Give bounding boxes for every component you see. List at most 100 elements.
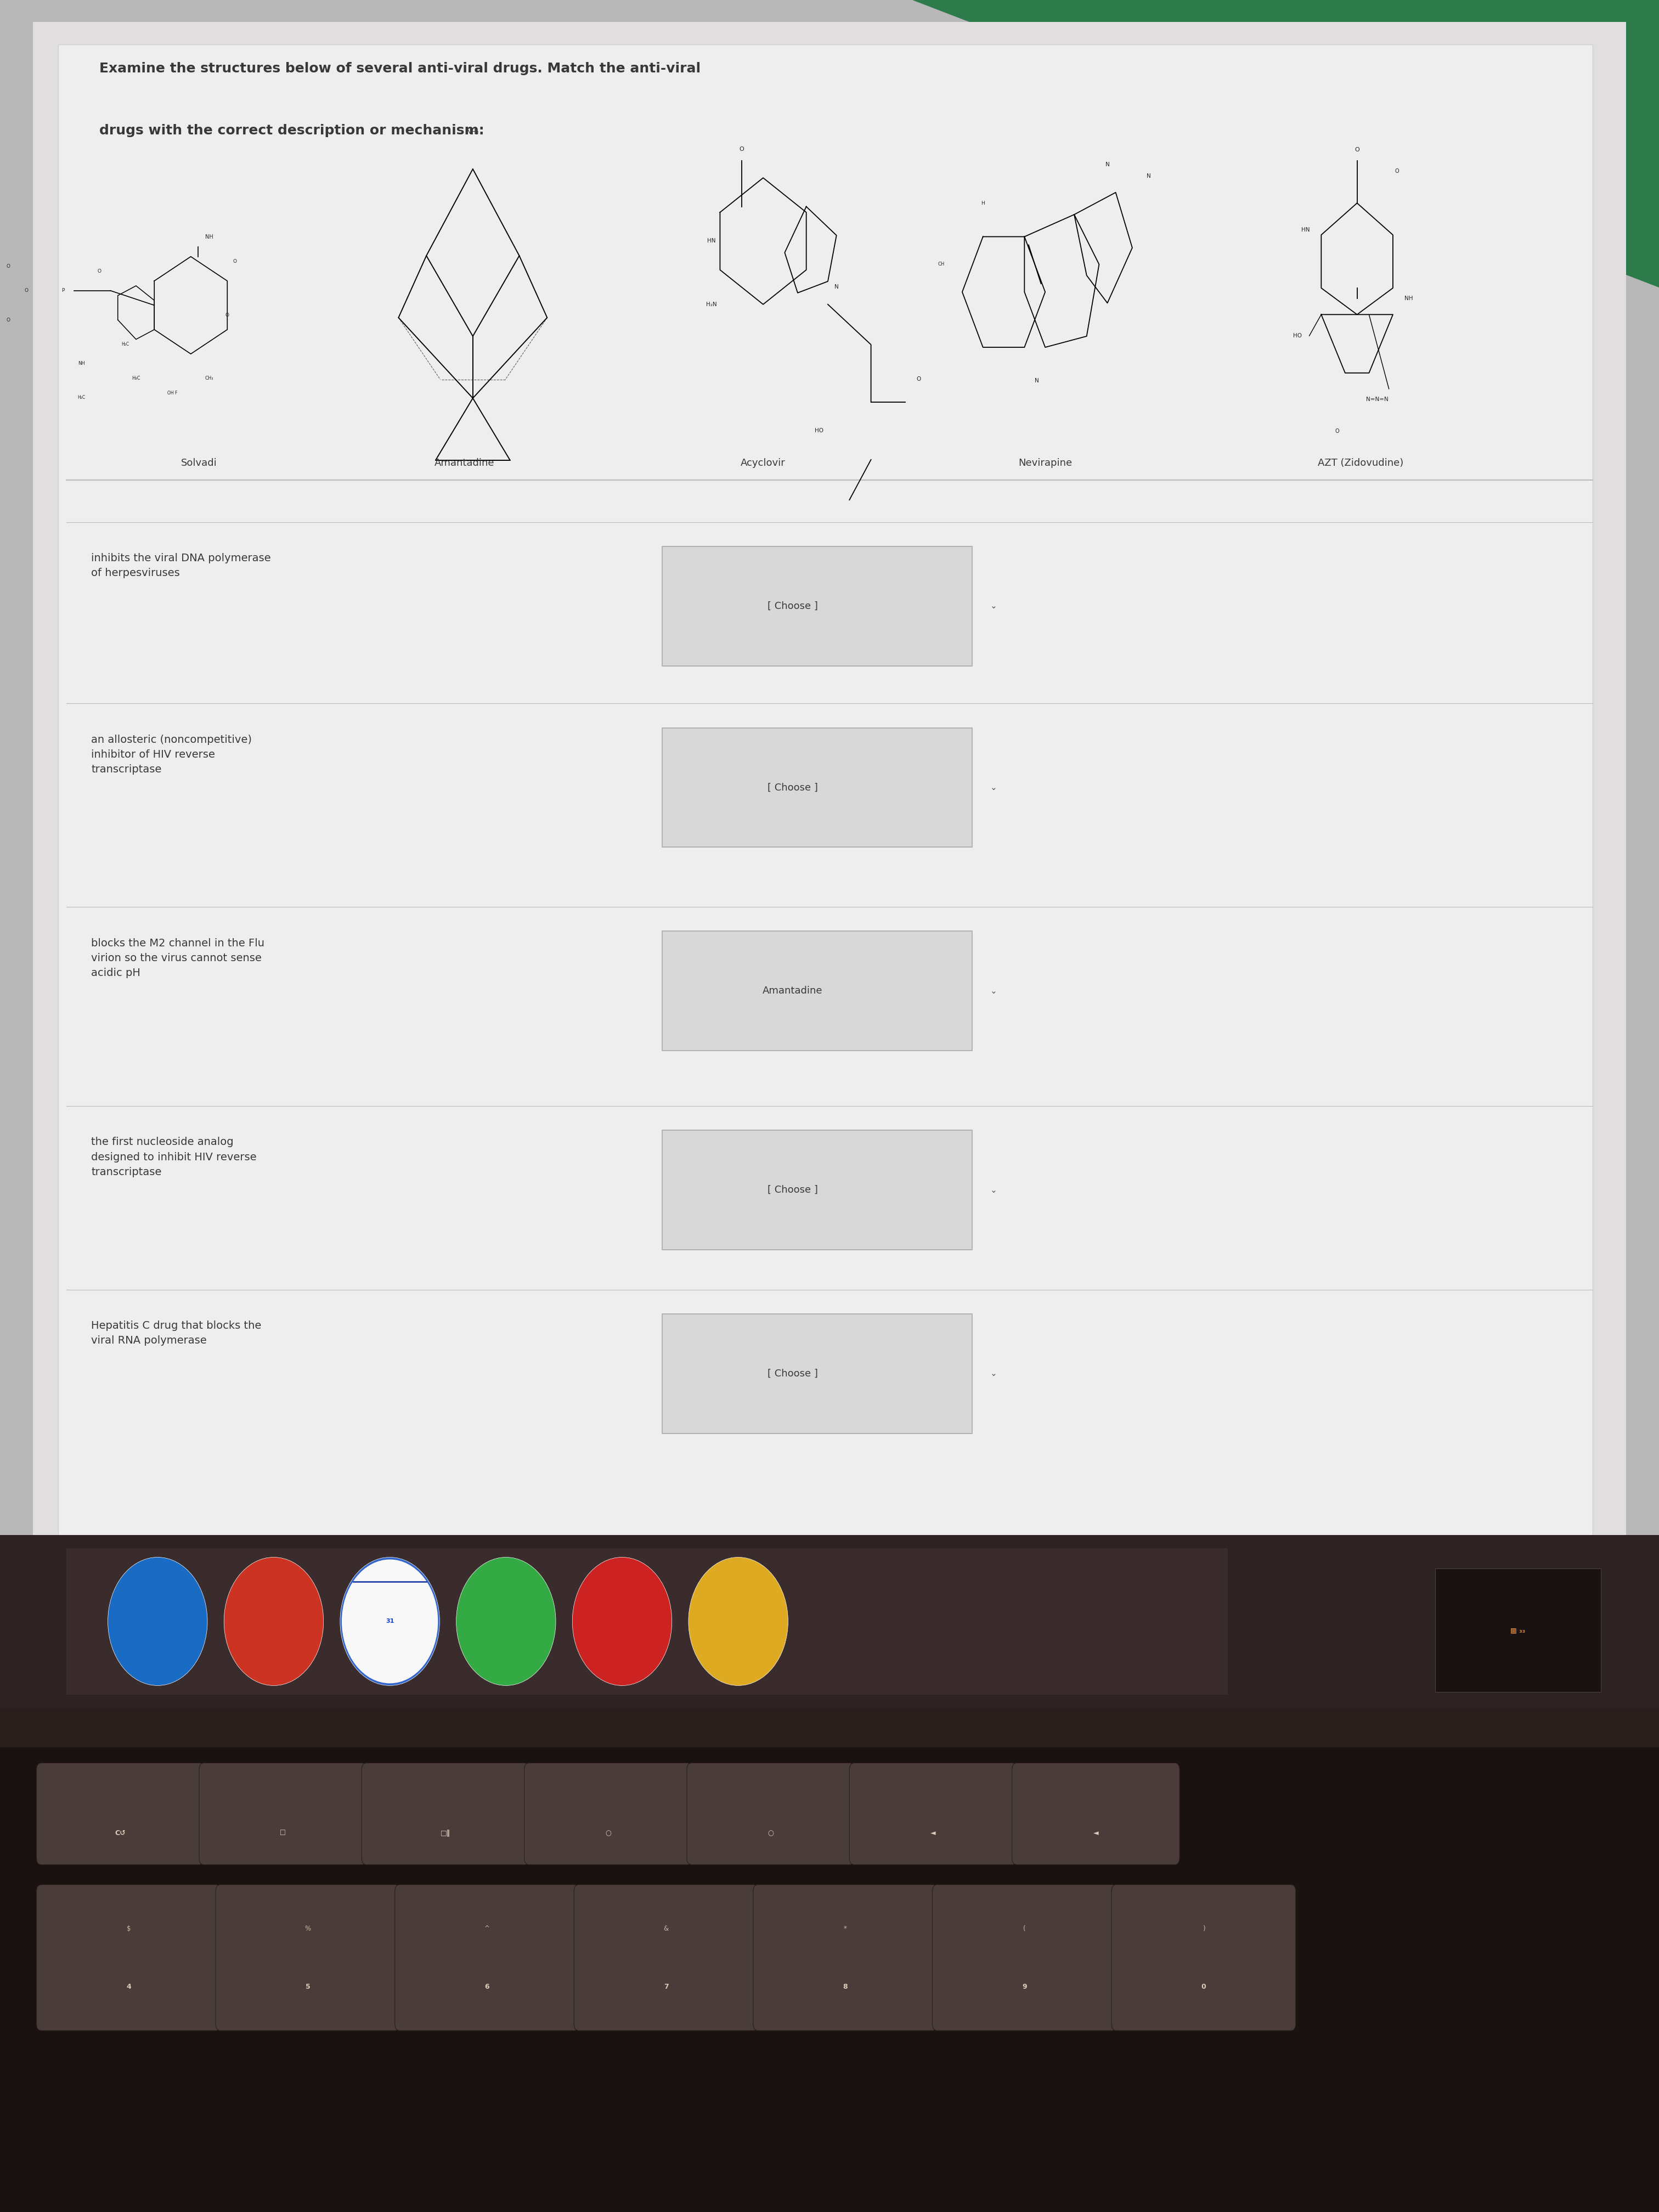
- Text: (: (: [1024, 1924, 1025, 1931]
- Text: $: $: [126, 1924, 131, 1931]
- Text: N: N: [1105, 161, 1110, 168]
- Text: Nevirapine: Nevirapine: [1019, 458, 1072, 467]
- Text: Acyclovir: Acyclovir: [740, 458, 786, 467]
- Text: Examine the structures below of several anti-viral drugs. Match the anti-viral: Examine the structures below of several …: [100, 62, 700, 75]
- Ellipse shape: [224, 1557, 324, 1686]
- FancyBboxPatch shape: [524, 1763, 692, 1865]
- Text: blocks the M2 channel in the Flu
virion so the virus cannot sense
acidic pH: blocks the M2 channel in the Flu virion …: [91, 938, 264, 978]
- Text: ⌄: ⌄: [990, 1369, 997, 1378]
- FancyBboxPatch shape: [362, 1763, 529, 1865]
- Text: ⌄: ⌄: [990, 602, 997, 611]
- FancyBboxPatch shape: [687, 1763, 854, 1865]
- FancyBboxPatch shape: [36, 1885, 221, 2031]
- FancyBboxPatch shape: [1112, 1885, 1296, 2031]
- Text: CH₃: CH₃: [204, 376, 214, 380]
- Text: N: N: [834, 285, 838, 290]
- Text: O: O: [232, 259, 237, 263]
- Bar: [0, 1708, 1659, 1747]
- Ellipse shape: [456, 1557, 556, 1686]
- Text: HN: HN: [707, 239, 715, 243]
- Text: 6: 6: [484, 1984, 489, 1991]
- Ellipse shape: [688, 1557, 788, 1686]
- Text: P: P: [61, 288, 65, 294]
- Text: 5: 5: [305, 1984, 310, 1991]
- FancyBboxPatch shape: [36, 1763, 204, 1865]
- Text: H₂C: H₂C: [121, 341, 129, 347]
- FancyBboxPatch shape: [216, 1885, 400, 2031]
- FancyBboxPatch shape: [199, 1763, 367, 1865]
- Bar: [0, 1708, 1659, 2212]
- Text: 31: 31: [385, 1619, 395, 1624]
- FancyBboxPatch shape: [849, 1763, 1017, 1865]
- Text: ⌄: ⌄: [990, 783, 997, 792]
- Text: 8: 8: [843, 1984, 848, 1991]
- FancyBboxPatch shape: [1012, 1763, 1180, 1865]
- FancyBboxPatch shape: [574, 1885, 758, 2031]
- Text: HO: HO: [1292, 334, 1302, 338]
- Text: O: O: [7, 263, 10, 270]
- Text: O: O: [740, 146, 743, 153]
- Text: ⌄: ⌄: [990, 987, 997, 995]
- Text: [ Choose ]: [ Choose ]: [768, 783, 818, 792]
- Text: O: O: [1355, 148, 1359, 153]
- Text: [ Choose ]: [ Choose ]: [768, 1186, 818, 1194]
- Text: Hepatitis C drug that blocks the
viral RNA polymerase: Hepatitis C drug that blocks the viral R…: [91, 1321, 262, 1345]
- Text: O: O: [1335, 429, 1339, 434]
- Text: ^: ^: [484, 1924, 489, 1931]
- Text: 0: 0: [1201, 1984, 1206, 1991]
- Bar: [33, 22, 1626, 1615]
- Text: 7: 7: [664, 1984, 669, 1991]
- Bar: [1435, 1568, 1601, 1692]
- Text: HN: HN: [1301, 228, 1309, 232]
- Text: NH: NH: [206, 234, 212, 239]
- FancyBboxPatch shape: [753, 1885, 937, 2031]
- Text: H₂C: H₂C: [78, 396, 85, 400]
- Text: ▩ ₃₃: ▩ ₃₃: [1511, 1626, 1525, 1635]
- FancyBboxPatch shape: [662, 728, 972, 847]
- Text: ○: ○: [606, 1829, 611, 1836]
- Text: drugs with the correct description or mechanism:: drugs with the correct description or me…: [100, 124, 484, 137]
- Text: O: O: [1395, 168, 1399, 175]
- Text: N: N: [1146, 173, 1151, 179]
- Text: H₃C: H₃C: [131, 376, 141, 380]
- Text: Amantadine: Amantadine: [435, 458, 494, 467]
- Text: 9: 9: [1022, 1984, 1027, 1991]
- FancyBboxPatch shape: [662, 1130, 972, 1250]
- FancyBboxPatch shape: [662, 931, 972, 1051]
- Text: NH: NH: [1405, 296, 1413, 301]
- FancyBboxPatch shape: [662, 1314, 972, 1433]
- Text: N=N=N: N=N=N: [1365, 396, 1389, 403]
- Text: an allosteric (noncompetitive)
inhibitor of HIV reverse
transcriptase: an allosteric (noncompetitive) inhibitor…: [91, 734, 252, 774]
- Text: C↺: C↺: [114, 1829, 126, 1836]
- Text: ○: ○: [768, 1829, 773, 1836]
- Bar: [66, 1548, 1228, 1694]
- Text: &: &: [664, 1924, 669, 1931]
- Text: [ Choose ]: [ Choose ]: [768, 1369, 818, 1378]
- Polygon shape: [912, 0, 1659, 288]
- Text: H: H: [980, 201, 985, 206]
- Text: AZT (Zidovudine): AZT (Zidovudine): [1317, 458, 1404, 467]
- Ellipse shape: [108, 1557, 207, 1686]
- FancyBboxPatch shape: [395, 1885, 579, 2031]
- Ellipse shape: [572, 1557, 672, 1686]
- Bar: [0, 1535, 1659, 1708]
- Ellipse shape: [342, 1559, 438, 1683]
- Text: CH: CH: [937, 261, 946, 268]
- FancyBboxPatch shape: [662, 546, 972, 666]
- Ellipse shape: [340, 1557, 440, 1686]
- Text: O: O: [916, 376, 921, 383]
- Text: ◄: ◄: [931, 1829, 936, 1836]
- Text: H₂N: H₂N: [707, 301, 717, 307]
- Text: HO: HO: [815, 429, 823, 434]
- Text: [ Choose ]: [ Choose ]: [768, 602, 818, 611]
- Text: ): ): [1203, 1924, 1204, 1931]
- Text: O: O: [98, 268, 101, 274]
- Text: O: O: [7, 316, 10, 323]
- Text: O: O: [25, 288, 28, 294]
- Text: Amantadine: Amantadine: [763, 987, 823, 995]
- Text: *: *: [844, 1924, 846, 1931]
- Bar: [58, 44, 1593, 1559]
- Text: OH F: OH F: [168, 389, 178, 396]
- Text: 4: 4: [126, 1984, 131, 1991]
- Text: Solvadi: Solvadi: [181, 458, 217, 467]
